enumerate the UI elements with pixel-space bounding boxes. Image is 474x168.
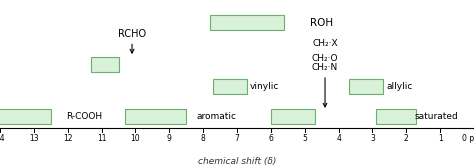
- Text: 2: 2: [404, 134, 409, 143]
- Text: CH₂·X: CH₂·X: [312, 39, 338, 48]
- FancyBboxPatch shape: [271, 109, 315, 124]
- Text: 0 ppm: 0 ppm: [462, 134, 474, 143]
- FancyBboxPatch shape: [213, 79, 247, 94]
- Text: allylic: allylic: [386, 82, 413, 91]
- Text: RCHO: RCHO: [118, 29, 146, 53]
- Text: 12: 12: [63, 134, 73, 143]
- Text: ROH: ROH: [310, 18, 333, 28]
- FancyBboxPatch shape: [349, 79, 383, 94]
- FancyBboxPatch shape: [91, 57, 118, 72]
- Text: CH₂·O: CH₂·O: [312, 54, 338, 63]
- FancyBboxPatch shape: [376, 109, 417, 124]
- Text: 11: 11: [97, 134, 106, 143]
- Text: 5: 5: [302, 134, 307, 143]
- Text: 13: 13: [29, 134, 39, 143]
- Text: 4: 4: [336, 134, 341, 143]
- Text: aromatic: aromatic: [197, 112, 237, 121]
- Text: chemical shift (δ): chemical shift (δ): [198, 157, 276, 166]
- Text: 8: 8: [201, 134, 206, 143]
- Text: 1: 1: [438, 134, 443, 143]
- Text: 10: 10: [131, 134, 140, 143]
- Text: vinylic: vinylic: [249, 82, 279, 91]
- Text: 14: 14: [0, 134, 5, 143]
- Text: 6: 6: [268, 134, 273, 143]
- FancyBboxPatch shape: [125, 109, 186, 124]
- FancyBboxPatch shape: [0, 109, 51, 124]
- Text: 7: 7: [235, 134, 239, 143]
- Text: CH₂·N: CH₂·N: [312, 63, 338, 107]
- Text: R-COOH: R-COOH: [66, 112, 103, 121]
- Text: 3: 3: [370, 134, 375, 143]
- Text: saturated: saturated: [415, 112, 459, 121]
- FancyBboxPatch shape: [210, 15, 284, 30]
- Text: 9: 9: [167, 134, 172, 143]
